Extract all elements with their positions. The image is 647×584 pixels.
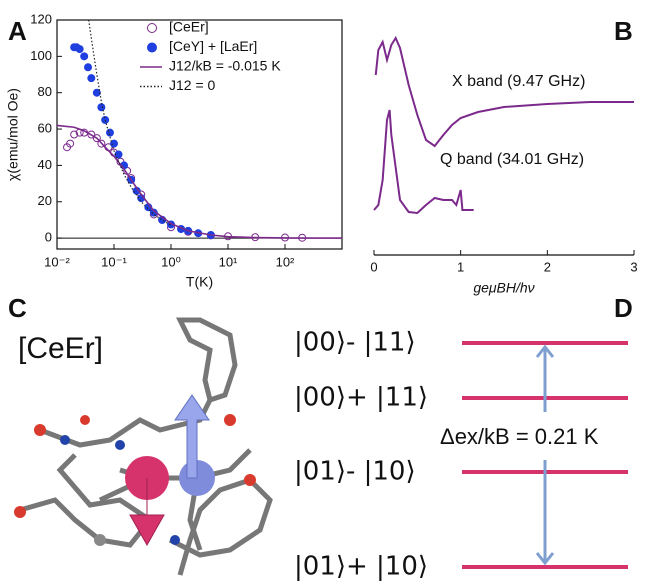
data-point — [105, 128, 114, 137]
atom — [170, 535, 180, 545]
arrow-head — [535, 344, 555, 566]
atom — [14, 506, 26, 518]
y-tick-label: 120 — [30, 11, 52, 26]
legend-label: J12 = 0 — [169, 77, 216, 93]
x-tick-label: 0 — [370, 259, 377, 274]
legend-label: [CeY] + [LaEr] — [169, 38, 257, 54]
spin-arrow — [174, 394, 210, 479]
series-label: Q band (34.01 GHz) — [440, 151, 584, 168]
atom — [80, 415, 90, 425]
atom — [94, 534, 106, 546]
panel-label: C — [8, 293, 27, 323]
legend-marker — [147, 42, 157, 53]
splitting-label: Δex/kB = 0.21 K — [440, 424, 599, 449]
legend-marker — [147, 23, 157, 33]
atom — [224, 414, 236, 426]
y-axis-label: χ(emu/mol Oe) — [5, 88, 21, 181]
data-point — [84, 63, 93, 72]
panel-label: D — [614, 293, 633, 323]
data-point — [80, 52, 89, 61]
y-tick-label: 20 — [38, 193, 52, 208]
series-label: X band (9.47 GHz) — [452, 73, 585, 90]
x-tick-label: 10¹ — [219, 254, 238, 269]
splitting-arrow — [535, 344, 555, 566]
level-label: |01⟩+ |10⟩ — [294, 552, 428, 582]
x-tick-label: 2 — [544, 259, 551, 274]
x-tick-label: 10⁻¹ — [101, 254, 127, 269]
atom — [60, 435, 70, 445]
y-tick-label: 40 — [38, 157, 52, 172]
data-point — [97, 139, 106, 148]
plot-frame — [56, 19, 343, 250]
data-point — [101, 115, 110, 124]
data-point — [97, 103, 106, 112]
atoms — [14, 394, 256, 547]
level-label: |01⟩- |10⟩ — [294, 457, 416, 487]
y-tick-label: 100 — [30, 48, 52, 63]
data-line — [88, 19, 172, 226]
x-tick-label: 10⁰ — [161, 254, 181, 269]
x-tick-label: 10² — [276, 254, 295, 269]
data-point — [66, 139, 75, 148]
bond — [168, 477, 273, 576]
panel-label: B — [614, 16, 633, 46]
data-point — [110, 139, 118, 148]
x-tick-label: 1 — [457, 259, 464, 274]
level-label: |00⟩- |11⟩ — [294, 328, 416, 358]
legend-label: J12/kB = -0.015 K — [169, 58, 281, 74]
spectrum — [373, 109, 474, 215]
level-label: |00⟩+ |11⟩ — [294, 383, 428, 413]
y-tick-label: 80 — [38, 84, 52, 99]
legend-label: [CeEr] — [169, 19, 209, 35]
spectrum — [374, 35, 634, 148]
y-tick-label: 60 — [38, 120, 52, 135]
data-point — [92, 134, 101, 143]
y-tick-label: 0 — [45, 230, 52, 245]
x-axis-label: T(K) — [186, 274, 213, 290]
molecule-label: [CeEr] — [18, 332, 103, 365]
x-tick-label: 10⁻² — [44, 254, 70, 269]
data-point — [87, 74, 96, 83]
data-line — [56, 124, 343, 239]
x-axis-label: geμBH/hν — [473, 280, 534, 296]
data-point — [75, 45, 84, 54]
x-tick-label: 3 — [630, 259, 637, 274]
atom — [34, 424, 46, 436]
data-point — [70, 130, 79, 139]
atom — [115, 440, 125, 450]
spin-arrow — [129, 478, 165, 547]
data-point — [87, 130, 96, 139]
bond — [39, 317, 238, 448]
atom — [244, 474, 256, 486]
panel-label: A — [8, 16, 27, 46]
